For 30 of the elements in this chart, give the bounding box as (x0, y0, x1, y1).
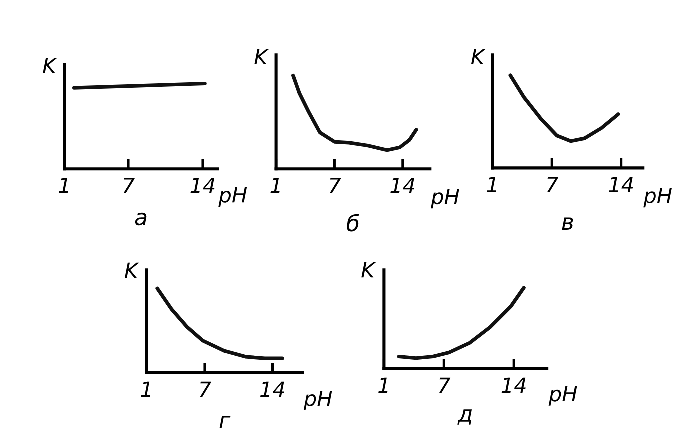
y-axis-title: K (471, 49, 486, 64)
x-tick-label: 14 (609, 177, 634, 192)
x-axis-title: pH (304, 391, 332, 411)
x-tick-label: 1 (270, 178, 280, 194)
x-tick-label: 7 (439, 378, 451, 394)
text: г (220, 416, 231, 428)
x-tick-label: 7 (330, 178, 342, 194)
text: б (347, 214, 360, 232)
x-axis-title: pH (431, 189, 460, 209)
text: а (135, 212, 147, 226)
x-axis-title: pH (644, 188, 672, 208)
y-axis-title: K (43, 58, 58, 74)
x-tick-label: 14 (260, 382, 285, 398)
x-tick-label: 7 (547, 177, 559, 192)
x-tick-label: 1 (487, 177, 496, 192)
text: в (562, 218, 574, 230)
x-tick-label: 14 (502, 378, 526, 394)
y-axis-title: K (124, 262, 140, 278)
text: д (458, 410, 472, 425)
x-tick-label: 1 (141, 382, 150, 398)
x-axis-title: pH (548, 386, 578, 406)
x-tick-label: 14 (190, 178, 215, 194)
x-axis-title: pH (218, 187, 248, 207)
x-tick-label: 7 (200, 382, 212, 398)
x-tick-label: 7 (124, 178, 135, 194)
y-axis-title: K (362, 262, 376, 278)
y-axis-title: K (254, 49, 270, 65)
x-tick-label: 1 (378, 378, 388, 394)
x-tick-label: 1 (59, 178, 68, 194)
x-tick-label: 14 (390, 178, 415, 194)
